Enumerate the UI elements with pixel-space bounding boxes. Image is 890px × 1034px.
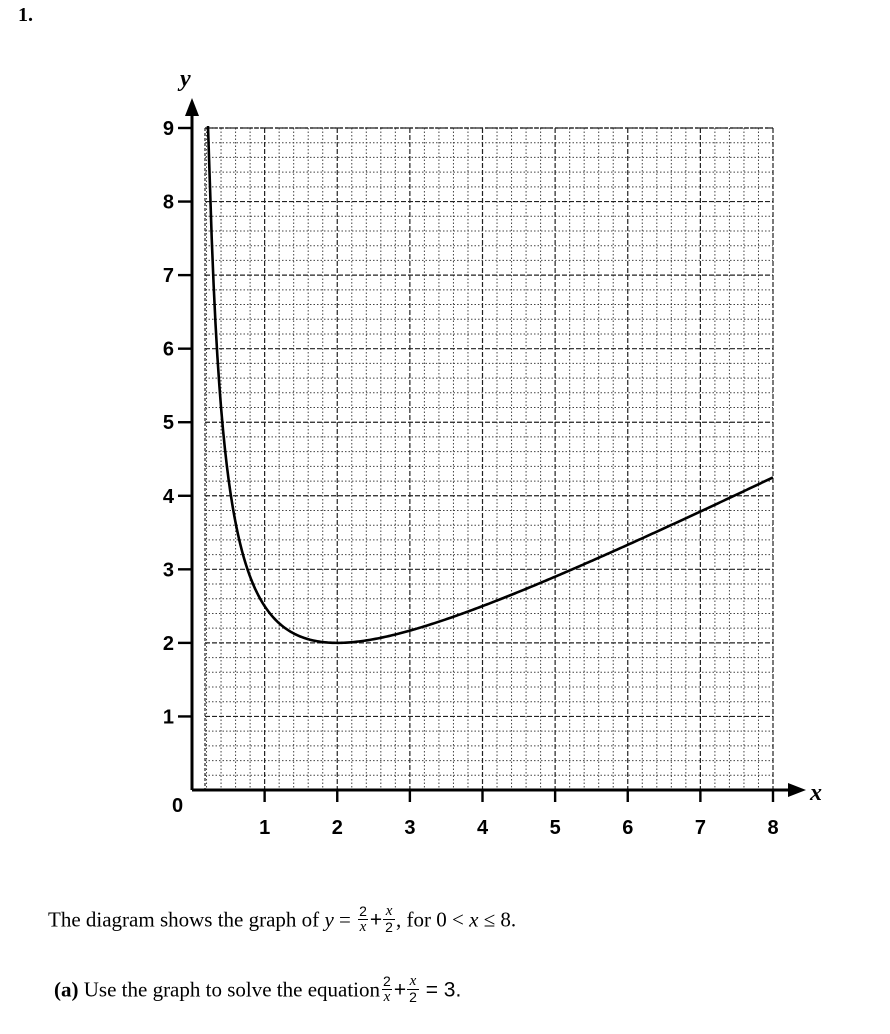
description-domain: , for 0 <: [395, 907, 470, 932]
y-tick-label: 9: [163, 118, 174, 140]
fraction-numerator: x: [409, 973, 417, 989]
fraction-numerator: 2: [383, 973, 391, 989]
y-tick-label: 2: [163, 633, 174, 655]
description-prefix: The diagram shows the graph of: [48, 907, 320, 932]
x-tick-label: 4: [477, 817, 489, 839]
fraction-denominator: 2: [407, 989, 419, 1005]
y-tick-label: 4: [163, 486, 175, 508]
axis-ticks: [178, 126, 775, 802]
equation-plus-sign: +: [393, 978, 407, 1002]
y-axis-label: y: [177, 66, 191, 92]
fraction-numerator: 2: [359, 903, 367, 919]
tick-labels: 1 2 3 4 5 6 7 8 1 2 3 4 5 6 7 8 9: [163, 118, 779, 839]
fraction-denominator: x: [381, 989, 393, 1005]
description-equals: =: [333, 907, 357, 932]
axes: [185, 98, 806, 797]
description-end: ≤ 8.: [478, 907, 517, 932]
minor-grid: [205, 128, 773, 790]
description-y: y: [324, 907, 334, 932]
x-tick-label: 8: [767, 817, 778, 839]
equation-end: = 3.: [419, 978, 462, 1002]
description-x: x: [469, 907, 479, 932]
graph-description: The diagram shows the graph of y = 2 x + x 2…: [48, 904, 517, 937]
plus-sign: +: [369, 908, 383, 932]
x-tick-label: 7: [695, 817, 706, 839]
x-tick-label: 2: [332, 817, 343, 839]
x-tick-label: 1: [259, 817, 270, 839]
graph-diagram: 1 2 3 4 5 6 7 8 1 2 3 4 5 6 7 8 9 x y 0: [163, 66, 822, 839]
major-grid: [204, 127, 774, 790]
x-tick-label: 6: [622, 817, 633, 839]
y-tick-label: 7: [163, 265, 174, 287]
fraction-denominator: x: [357, 919, 369, 935]
part-a-question: (a) Use the graph to solve the equation 2…: [54, 974, 462, 1007]
part-a-text: Use the graph to solve the equation: [78, 977, 381, 1002]
y-tick-label: 5: [163, 412, 174, 434]
y-tick-label: 8: [163, 192, 174, 214]
x-tick-label: 5: [550, 817, 561, 839]
x-axis-label: x: [809, 780, 822, 806]
part-a-label: (a): [54, 977, 79, 1002]
question-number: 1.: [18, 4, 33, 26]
x-tick-label: 3: [404, 817, 415, 839]
y-tick-label: 1: [163, 706, 174, 728]
origin-label: 0: [172, 795, 183, 817]
function-curve: [206, 125, 774, 645]
x-axis-arrow: [788, 783, 806, 797]
y-tick-label: 3: [163, 559, 174, 581]
y-axis-arrow: [185, 98, 199, 116]
fraction-denominator: 2: [383, 919, 395, 935]
fraction-numerator: x: [385, 903, 393, 919]
y-tick-label: 6: [163, 339, 174, 361]
